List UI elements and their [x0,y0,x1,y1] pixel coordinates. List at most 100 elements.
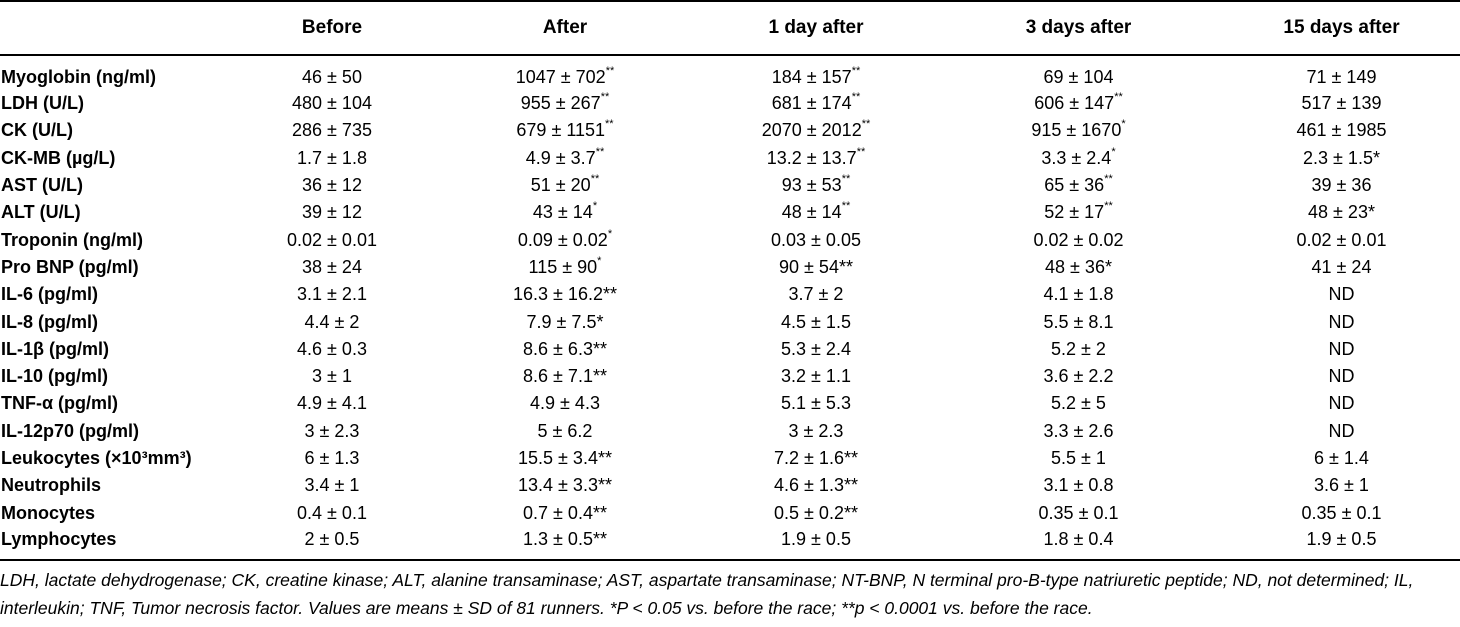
cell-value: 681 ± 174 [771,93,852,114]
cell-value: 0.02 ± 0.02 [1033,229,1124,250]
cell-value: 480 ± 104 [292,93,372,114]
cell-value: ND [1328,366,1355,387]
table-cell: 0.4 ± 0.1 [232,499,432,526]
table-cell: 3 ± 1 [232,363,432,390]
significance-marker: ** [856,145,866,158]
table-cell: 8.6 ± 6.3** [432,336,698,363]
table-cell: 4.6 ± 0.3 [232,336,432,363]
row-label: IL-8 (pg/ml) [1,311,98,332]
cell-value: 0.09 ± 0.02 [517,229,608,250]
row-label: CK-MB (µg/L) [1,147,116,168]
table-cell: 1.7 ± 1.8 [232,145,432,172]
table-cell: 2.3 ± 1.5* [1223,145,1460,172]
cell-value: 52 ± 17 [1044,202,1105,223]
table-row: CK-MB (µg/L) 1.7 ± 1.8 4.9 ± 3.7** 13.2 ± 1… [0,145,1460,172]
table-cell: 43 ± 14* [432,199,698,226]
table-cell: ND [1223,390,1460,417]
table-cell: 39 ± 12 [232,199,432,226]
cell-value: 955 ± 267 [520,93,601,114]
table-cell: 1.8 ± 0.4 [934,526,1223,561]
cell-value: 1047 ± 702 [515,66,606,87]
significance-marker: * [1111,145,1116,158]
cell-value: 16.3 ± 16.2** [513,284,617,305]
cell-value: 7.9 ± 7.5* [526,311,604,332]
row-label: Myoglobin (ng/ml) [1,66,156,87]
table-cell: 52 ± 17** [934,199,1223,226]
cell-value: 4.6 ± 1.3** [774,475,858,496]
table-cell: 4.9 ± 3.7** [432,145,698,172]
cell-value: 3 ± 1 [312,366,352,387]
table-cell: 48 ± 14** [698,199,934,226]
table-cell: 90 ± 54** [698,254,934,281]
cell-value: ND [1328,284,1355,305]
table-cell: ND [1223,281,1460,308]
cell-value: 2070 ± 2012 [761,120,862,141]
cell-value: 39 ± 12 [302,202,362,223]
cell-value: 4.9 ± 3.7 [525,147,596,168]
table-cell: 3.1 ± 0.8 [934,472,1223,499]
significance-marker: ** [861,118,871,131]
row-label: Pro BNP (pg/ml) [1,256,139,277]
table-cell: ND [1223,418,1460,445]
header-row: Before After 1 day after 3 days after 15… [0,0,1460,56]
table-cell: 3.1 ± 2.1 [232,281,432,308]
table-cell: 5.5 ± 1 [934,445,1223,472]
table-cell: 1.9 ± 0.5 [698,526,934,561]
table-cell: 39 ± 36 [1223,172,1460,199]
table-cell: 3.4 ± 1 [232,472,432,499]
cell-value: 3 ± 2.3 [788,420,844,441]
table-cell: 3.6 ± 2.2 [934,363,1223,390]
cell-value: 4.9 ± 4.1 [297,393,367,414]
table-cell: 480 ± 104 [232,90,432,117]
row-label: CK (U/L) [1,120,73,141]
table-cell: 1.9 ± 0.5 [1223,526,1460,561]
header-cell-after: After [432,0,698,56]
table-cell: 461 ± 1985 [1223,117,1460,144]
cell-value: 36 ± 12 [302,175,362,196]
table-cell: 1047 ± 702** [432,55,698,90]
cell-value: 0.5 ± 0.2** [774,502,858,523]
cell-value: 3.7 ± 2 [788,284,844,305]
cell-value: 46 ± 50 [302,66,362,87]
table-cell: 1.3 ± 0.5** [432,526,698,561]
cell-value: 48 ± 36* [1045,256,1112,277]
cell-value: 0.02 ± 0.01 [287,229,377,250]
significance-marker: ** [1104,200,1113,213]
cell-value: 4.9 ± 4.3 [530,393,600,414]
cell-value: 3.1 ± 0.8 [1043,475,1114,496]
cell-value: 5 ± 6.2 [537,420,593,441]
table-cell: 3.7 ± 2 [698,281,934,308]
cell-value: 93 ± 53 [781,175,842,196]
cell-value: 2.3 ± 1.5* [1303,147,1380,168]
cell-value: ND [1328,338,1355,359]
cell-value: 115 ± 90 [528,256,598,277]
cell-value: 1.9 ± 0.5 [781,529,851,550]
table-cell: 4.6 ± 1.3** [698,472,934,499]
cell-value: 8.6 ± 7.1** [523,366,607,387]
table-cell: 13.2 ± 13.7** [698,145,934,172]
cell-value: 51 ± 20 [530,175,591,196]
table-cell: 4.9 ± 4.1 [232,390,432,417]
cell-value: 5.1 ± 5.3 [781,393,851,414]
table-cell: 13.4 ± 3.3** [432,472,698,499]
table-cell: 286 ± 735 [232,117,432,144]
cell-value: 1.7 ± 1.8 [297,147,367,168]
table-row: TNF-α (pg/ml) 4.9 ± 4.1 4.9 ± 4.3 5.1 ± 5.3… [0,390,1460,417]
table-cell: 4.5 ± 1.5 [698,308,934,335]
table-cell: 93 ± 53** [698,172,934,199]
cell-value: 1.3 ± 0.5** [523,529,607,550]
cell-value: 679 ± 1151 [516,120,606,141]
table-cell: 0.5 ± 0.2** [698,499,934,526]
header-cell-label [0,0,232,56]
row-label: IL-12p70 (pg/ml) [1,420,140,441]
table-cell: 5.2 ± 5 [934,390,1223,417]
row-label: IL-1β (pg/ml) [1,338,109,359]
table-footnote: LDH, lactate dehydrogenase; CK, creatine… [0,570,1414,618]
table-row: IL-10 (pg/ml) 3 ± 1 8.6 ± 7.1** 3.2 ± 1.1 3.… [0,363,1460,390]
table-cell: 6 ± 1.4 [1223,445,1460,472]
significance-marker: ** [851,64,861,77]
table-cell: 7.2 ± 1.6** [698,445,934,472]
cell-value: 3.6 ± 2.2 [1043,366,1114,387]
table-row: IL-12p70 (pg/ml) 3 ± 2.3 5 ± 6.2 3 ± 2.3 3.3… [0,418,1460,445]
cell-value: 5.2 ± 2 [1051,338,1106,359]
